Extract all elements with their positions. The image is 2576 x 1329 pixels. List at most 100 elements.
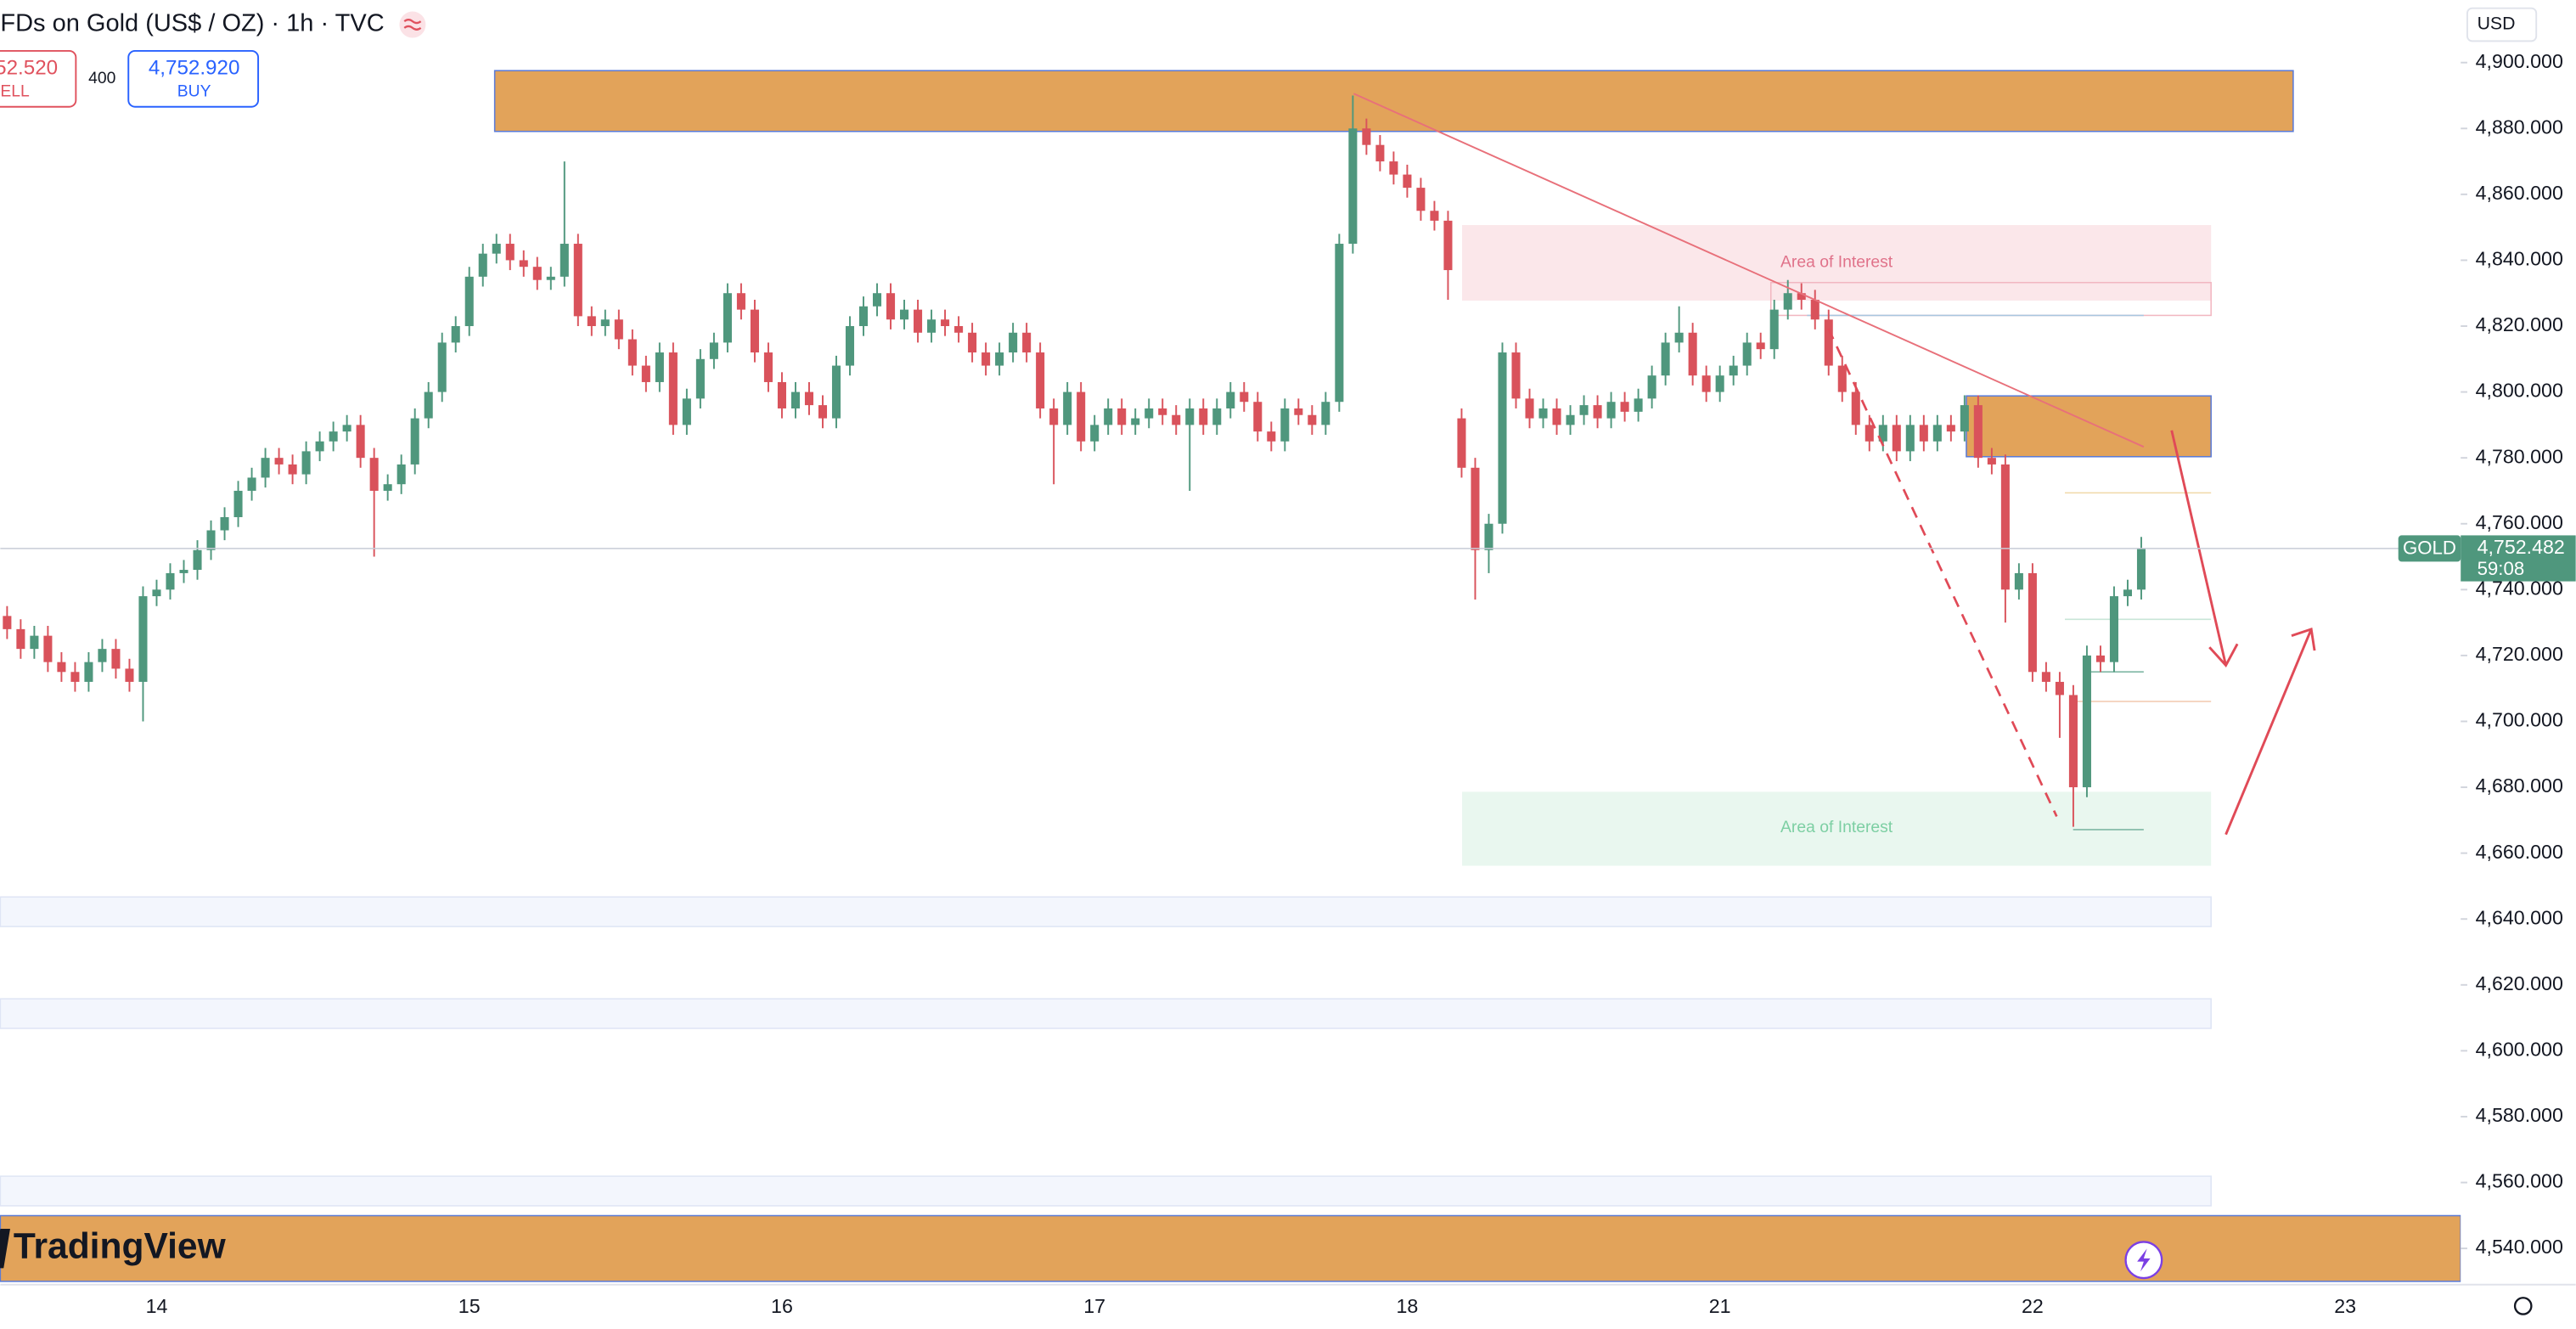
time-axis (0, 1284, 2576, 1329)
candle-body (70, 672, 80, 682)
candle-body (206, 530, 216, 550)
candle-body (1729, 365, 1738, 376)
candle-body (1987, 458, 1996, 465)
candle-body (505, 244, 515, 261)
candle-body (927, 319, 936, 333)
candle-body (1606, 402, 1616, 419)
candle-body (1009, 332, 1018, 353)
candle-body (845, 326, 855, 366)
y-tick-label: 4,620.000 (2476, 972, 2563, 994)
candle-body (397, 464, 406, 485)
candle-body (1145, 408, 1154, 419)
buy-label: BUY (177, 82, 211, 100)
candle-body (356, 425, 365, 459)
x-tick-label: 17 (1083, 1295, 1105, 1317)
y-tick-label: 4,660.000 (2476, 841, 2563, 863)
candle-body (1973, 405, 1983, 459)
candle-body (1538, 408, 1548, 419)
candle-body (478, 253, 487, 277)
candle-body (464, 276, 474, 327)
candle-body (1335, 244, 1344, 403)
y-tick-label: 4,600.000 (2476, 1038, 2563, 1060)
candle-body (1715, 375, 1724, 392)
candle-body (627, 339, 637, 366)
candle-body (1172, 414, 1181, 425)
sell-button[interactable] (0, 50, 77, 108)
candle-body (655, 352, 664, 382)
candle-body (1117, 408, 1127, 425)
y-tick-label: 4,640.000 (2476, 906, 2563, 928)
candle-body (1742, 342, 1752, 366)
y-tick-label: 4,760.000 (2476, 511, 2563, 533)
candle-body (1185, 408, 1195, 425)
candle-body (1199, 408, 1208, 425)
x-tick-label: 21 (1709, 1295, 1731, 1317)
candle-body (614, 319, 623, 340)
lightning-icon (2137, 1248, 2151, 1272)
candle-body (152, 589, 161, 597)
candle-body (763, 352, 773, 382)
status-icon-glyph (403, 19, 422, 31)
settings-button[interactable] (2513, 1297, 2533, 1315)
currency-button[interactable] (2466, 7, 2538, 42)
candle-body (1212, 408, 1222, 425)
candle-body (220, 516, 229, 531)
candle-body (1253, 402, 1263, 432)
candle-body (166, 572, 175, 590)
candle-body (1634, 398, 1643, 412)
x-tick-label: 14 (146, 1295, 168, 1317)
candle-body (43, 635, 53, 662)
candles (3, 95, 2146, 827)
candle-body (1905, 425, 1915, 452)
tag-value-box (2461, 535, 2576, 582)
candle-body (1579, 405, 1589, 415)
candle-body (57, 662, 66, 673)
candle-body (1036, 352, 1045, 408)
chart-title: FDs on Gold (US$ / OZ) · 1h · TVC (0, 10, 384, 37)
candle-body (30, 635, 39, 650)
candle-body (546, 276, 555, 280)
candle-body (492, 244, 501, 254)
candle-body (369, 458, 379, 491)
y-tick-label: 4,840.000 (2476, 248, 2563, 270)
candle-body (682, 398, 691, 425)
candle-body (1932, 425, 1942, 442)
candle-body (750, 309, 759, 353)
currency: USD (2478, 14, 2516, 34)
candle-body (1851, 391, 1860, 425)
candle-body (981, 352, 991, 366)
candle-body (1280, 408, 1290, 442)
candle-body (437, 342, 447, 392)
candle-body (2109, 596, 2118, 662)
candle-body (2028, 572, 2037, 673)
candle-body (98, 649, 107, 662)
candle-body (2014, 572, 2023, 590)
candle-body (1077, 391, 1086, 442)
candle-body (1688, 332, 1697, 376)
candle-body (1946, 425, 1955, 432)
candle-body (1240, 391, 1249, 403)
candle-body (1525, 398, 1534, 419)
tag-value: 4,752.482 (2478, 536, 2565, 558)
sell-price: 52.520 (0, 57, 58, 80)
candle-body (872, 293, 882, 307)
candle-body (315, 441, 324, 452)
candle-body (709, 342, 718, 359)
candle-body (16, 628, 25, 650)
level-band (0, 896, 2212, 927)
y-tick-label: 4,580.000 (2476, 1104, 2563, 1126)
logo-mark (0, 1228, 10, 1269)
candle-body (1321, 402, 1330, 425)
candle-body (3, 616, 12, 629)
candle-body (777, 381, 786, 408)
sell-label: ELL (0, 82, 30, 100)
buy-button[interactable] (127, 50, 260, 108)
candle-body (1593, 405, 1602, 419)
candle-body (1701, 375, 1711, 392)
candle-body (736, 293, 745, 310)
candle-body (1158, 408, 1167, 415)
candle-body (1443, 220, 1453, 271)
